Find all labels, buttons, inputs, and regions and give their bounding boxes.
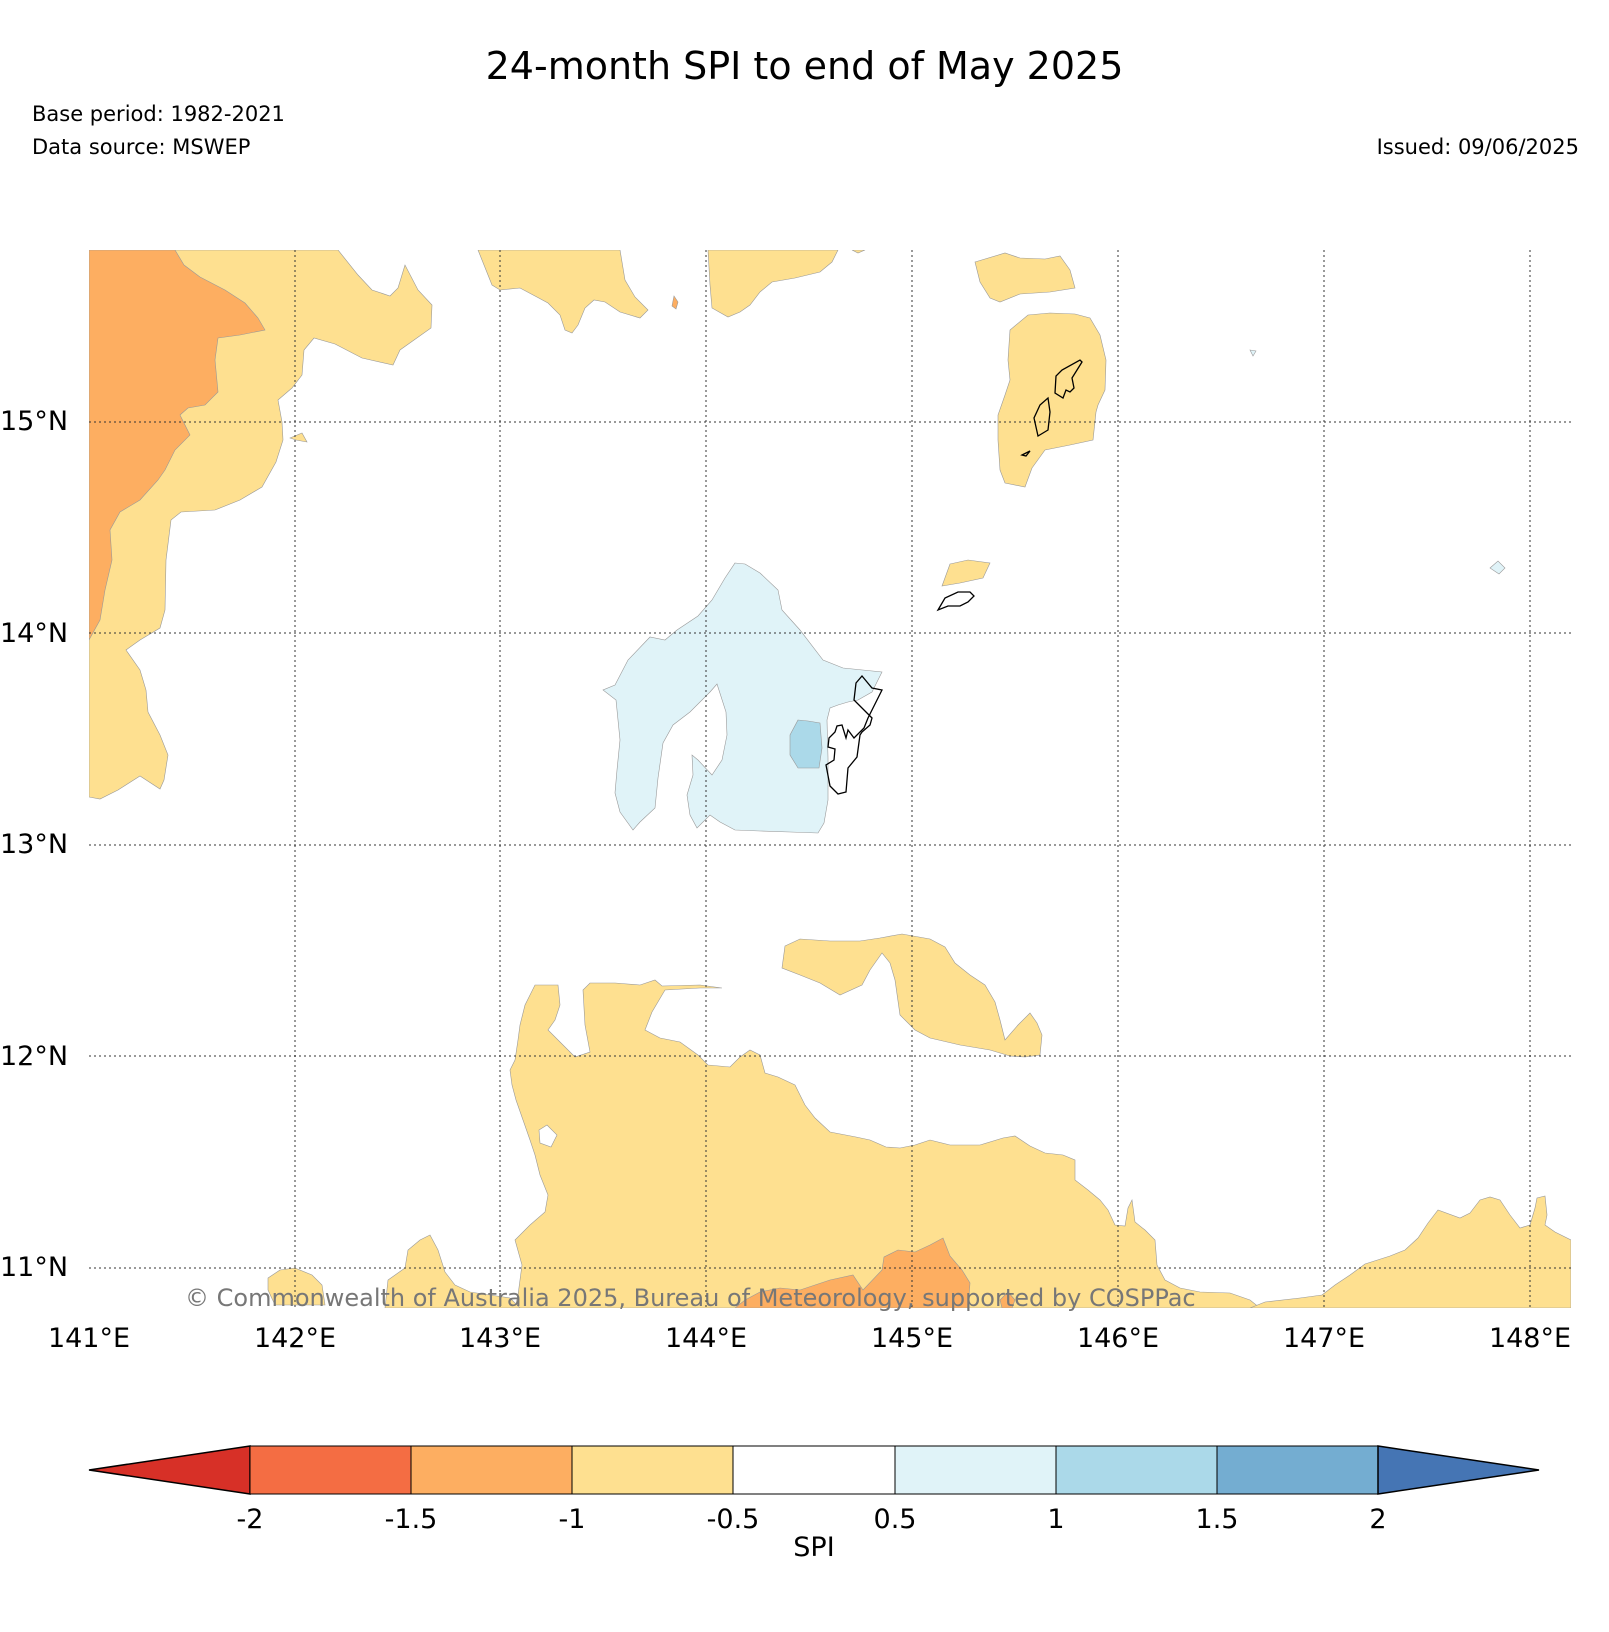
base-period-text: Base period: 1982-2021 [32, 102, 285, 126]
dry-region-south-main [509, 979, 1261, 1308]
hole-south-main [538, 1124, 558, 1148]
wet-speck-east-b [1489, 560, 1506, 575]
dry-region-southwest-a [267, 1267, 326, 1306]
spi-contours [89, 250, 1571, 1308]
colorbar-tick-label: 0.5 [874, 1504, 917, 1535]
lat-label-14n: 14°N [0, 618, 68, 649]
lon-label-145e: 145°E [871, 1323, 953, 1354]
issued-date-text: Issued: 09/06/2025 [1376, 135, 1579, 159]
copyright-watermark: © Commonwealth of Australia 2025, Bureau… [185, 1284, 1196, 1312]
dry-region-north-b [707, 250, 839, 318]
gridlines [89, 250, 1571, 1308]
data-source-text: Data source: MSWEP [32, 135, 251, 159]
colorbar-bin-5 [894, 1445, 1057, 1495]
colorbar-bin-3 [571, 1445, 734, 1495]
dry-region-north-a [477, 250, 649, 334]
dry-region-saipan [997, 312, 1107, 488]
colorbar-tick-label: 1.5 [1196, 1504, 1239, 1535]
lat-label-11n: 11°N [0, 1252, 68, 1283]
colorbar-extend-low [88, 1445, 251, 1495]
colorbar-tick-label: 1 [1047, 1504, 1064, 1535]
colorbar-tick-label: -0.5 [707, 1504, 760, 1535]
lat-label-15n: 15°N [0, 406, 68, 437]
wet-region-guam [602, 562, 883, 834]
colorbar-bin-6 [1055, 1445, 1218, 1495]
saipan-island [1054, 359, 1083, 399]
colorbar-tick-label: -2 [237, 1504, 264, 1535]
rota-island [936, 591, 975, 612]
lon-label-143e: 143°E [459, 1323, 541, 1354]
dry-region-southeast [1249, 1195, 1571, 1308]
colorbar-bin-7 [1216, 1445, 1379, 1495]
coastlines [825, 359, 1083, 795]
dry-speck-west [289, 432, 308, 443]
colorbar-tick-label: -1.5 [385, 1504, 438, 1535]
lon-label-147e: 147°E [1283, 1323, 1365, 1354]
lon-label-148e: 148°E [1489, 1323, 1571, 1354]
colorbar: -2 -1.5 -1 -0.5 0.5 1 1.5 2 SPI [88, 1445, 1540, 1563]
dry-region-southwest-b [384, 1234, 521, 1308]
lat-label-12n: 12°N [0, 1041, 68, 1072]
dry-speck-north-b [671, 295, 679, 310]
dry-speck-north [851, 250, 866, 254]
lon-label-146e: 146°E [1077, 1323, 1159, 1354]
map-title: 24-month SPI to end of May 2025 [485, 44, 1124, 88]
tinian-island [1033, 396, 1051, 438]
wet-speck-east-a [1249, 349, 1257, 357]
colorbar-bin-1 [249, 1445, 412, 1495]
lat-label-13n: 13°N [0, 829, 68, 860]
dry-region-anatahan [941, 559, 991, 587]
colorbar-extend-high [1377, 1445, 1540, 1495]
drier-speck-south [999, 1291, 1016, 1308]
colorbar-bin-4 [732, 1445, 896, 1495]
colorbar-tick-label: -1 [559, 1504, 586, 1535]
lon-label-141e: 141°E [48, 1323, 130, 1354]
wetter-region-guam [789, 719, 823, 769]
lon-label-144e: 144°E [665, 1323, 747, 1354]
lon-label-142e: 142°E [254, 1323, 336, 1354]
colorbar-title: SPI [793, 1532, 834, 1563]
dry-region-northeast-a [974, 252, 1076, 303]
colorbar-bin-2 [410, 1445, 573, 1495]
guam-island [825, 674, 883, 795]
drier-region-northwest [89, 250, 266, 641]
colorbar-tick-label: 2 [1369, 1504, 1386, 1535]
aguijan-island [1020, 450, 1031, 457]
